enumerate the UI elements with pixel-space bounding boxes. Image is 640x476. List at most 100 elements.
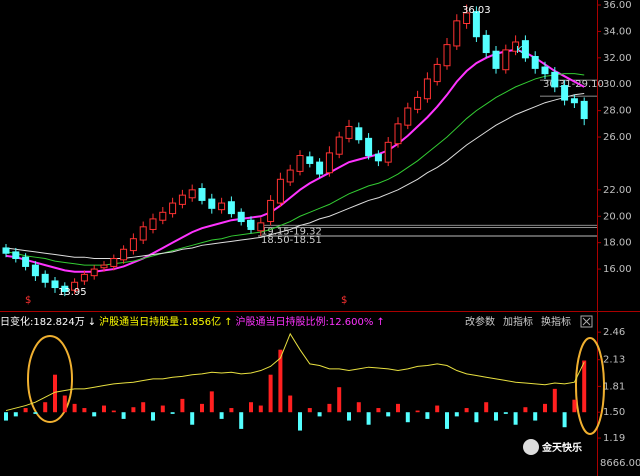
moving-average — [5, 48, 585, 273]
candle-body — [374, 153, 382, 162]
annotation: K — [246, 219, 253, 230]
bar — [13, 412, 18, 417]
y-tick-label: 26.00 — [603, 132, 632, 143]
candle-body — [570, 98, 578, 104]
bar — [317, 412, 322, 417]
bar — [258, 405, 263, 413]
candle-body — [365, 137, 373, 157]
annotation: 13.95 — [58, 287, 87, 298]
candle-body — [22, 256, 30, 267]
bar — [513, 412, 518, 425]
bar — [141, 402, 146, 413]
candle-body — [110, 258, 118, 267]
candle-body — [580, 100, 588, 120]
bar — [43, 402, 48, 413]
candle-body — [276, 178, 284, 204]
bar — [376, 408, 381, 413]
candle-body — [335, 136, 343, 155]
bar — [62, 395, 67, 413]
candle-body — [502, 49, 510, 71]
annotation: $ — [341, 295, 347, 306]
candle-body — [237, 211, 245, 223]
indicator-header: 日变化:182.824万 ↓ 沪股通当日持股量:1.856亿 ↑ 沪股通当日持股比例:1… — [0, 315, 385, 328]
annotation: 36.03 — [462, 5, 491, 16]
candle-body — [218, 202, 226, 211]
bar — [33, 412, 38, 414]
bar — [337, 387, 342, 413]
bar — [121, 412, 126, 419]
indicator-button[interactable]: 加指标 — [503, 315, 533, 328]
candle-body — [267, 199, 275, 223]
y-tick-label: 22.00 — [603, 185, 632, 196]
bar — [180, 398, 185, 413]
y-tick-label: 20.00 — [603, 211, 632, 222]
candle-body — [482, 34, 490, 54]
bar — [347, 412, 351, 421]
bar — [425, 412, 430, 419]
bar — [454, 412, 459, 417]
candle-body — [472, 11, 480, 38]
bar — [4, 412, 8, 421]
candle-body — [561, 85, 569, 101]
candle-body — [208, 198, 216, 209]
candle-body — [286, 169, 294, 183]
level-label: 18.50-18.51 — [261, 235, 322, 246]
bar — [366, 412, 371, 425]
candle-body — [531, 56, 539, 69]
y-tick-label: 28.00 — [603, 106, 632, 117]
candle-body — [41, 273, 49, 283]
close-button[interactable] — [580, 315, 593, 328]
bar — [72, 403, 77, 413]
bar — [151, 412, 155, 421]
y-tick-label: 36.00 — [603, 0, 632, 11]
y-tick-label: 16.00 — [603, 264, 632, 275]
indicator-button[interactable]: 改参数 — [465, 315, 495, 328]
bar — [23, 408, 28, 413]
y-tick-label: 2.46 — [603, 327, 625, 338]
y-tick-label: 1.19 — [603, 433, 625, 444]
bar — [268, 374, 273, 413]
bar — [562, 412, 567, 428]
candle-body — [12, 251, 20, 260]
candle-body — [551, 71, 559, 88]
candle-body — [316, 161, 324, 175]
annotation: $ — [25, 295, 31, 306]
candle-body — [169, 202, 177, 215]
header-item: ↓ — [88, 317, 96, 328]
bar — [170, 412, 175, 414]
candle-body — [61, 285, 69, 293]
candle-body — [51, 280, 59, 289]
candle-body — [129, 238, 137, 252]
y-tick-label: 2.13 — [603, 355, 625, 366]
candle-body — [443, 44, 451, 67]
bar — [464, 408, 469, 413]
y-tick-label: 32.00 — [603, 53, 632, 64]
bar — [396, 403, 400, 413]
candle-body — [463, 12, 471, 25]
candle-body — [71, 281, 79, 291]
moving-average — [5, 92, 585, 260]
bar — [503, 412, 508, 414]
indicator-button[interactable]: 换指标 — [541, 315, 571, 328]
candle-body — [453, 20, 461, 47]
bar — [288, 395, 293, 413]
candle-body — [100, 264, 108, 269]
candle-body — [521, 40, 529, 59]
candle-body — [247, 219, 255, 230]
bar — [386, 412, 391, 417]
highlight-ellipse — [575, 337, 605, 435]
bar — [474, 412, 479, 423]
bar — [249, 402, 253, 413]
bar — [160, 405, 165, 413]
header-item: 沪股通当日持股比例:12.600% — [236, 315, 374, 328]
bar — [582, 360, 587, 413]
bar — [327, 403, 332, 413]
candle-body — [80, 273, 88, 282]
bar — [435, 405, 440, 413]
candle-body — [541, 66, 549, 75]
watermark-icon — [523, 439, 539, 455]
bar — [200, 403, 204, 413]
candle-body — [325, 152, 333, 174]
watermark: 金天快乐 — [541, 441, 582, 454]
